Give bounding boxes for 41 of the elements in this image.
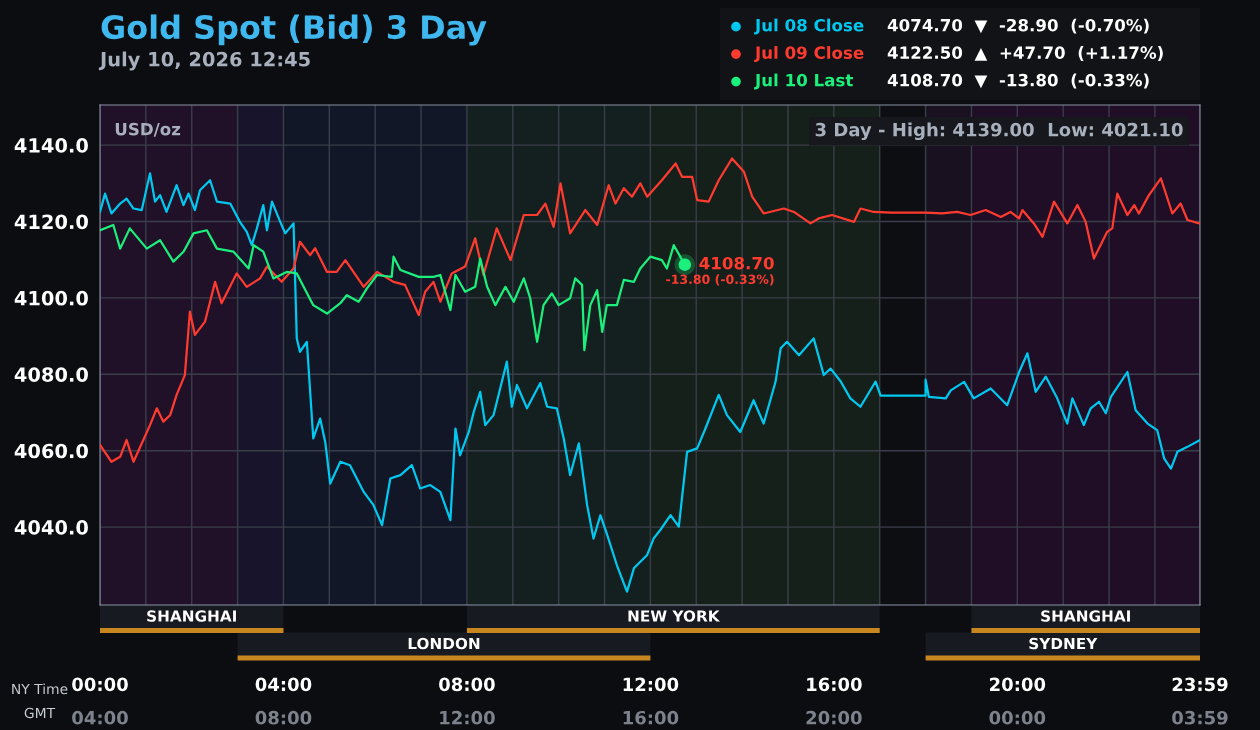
x2-tick-label: 08:00 [255, 710, 312, 725]
x-tick-label: 04:00 [255, 677, 312, 692]
annotation: -13.80 (-0.33%) [666, 274, 774, 286]
x2-tick-label: 16:00 [623, 710, 679, 725]
y-tick-label: 4140.0 [14, 138, 88, 153]
y-tick-label: 4040.0 [14, 520, 88, 535]
text: 4074.70 ▼ -28.90 (-0.70%) [887, 18, 1149, 34]
text: 4108.70 ▼ -13.80 (-0.33%) [887, 73, 1149, 89]
x2-tick-label: 12:00 [440, 710, 495, 725]
chart-title: Gold Spot (Bid) 3 Day [101, 14, 487, 46]
x2-tick-label: 00:00 [989, 710, 1046, 725]
x-tick-label: 00:00 [72, 677, 128, 692]
x-tick-label: 23:59 [1172, 677, 1228, 692]
x2-tick-label: 03:59 [1172, 710, 1228, 725]
band-label: NEW YORK [628, 610, 721, 622]
band-label: LONDON [408, 637, 480, 650]
line-series [100, 172, 1200, 593]
annotation: 3 Day - High: 4139.00 Low: 4021.10 [815, 122, 1183, 141]
x2-axis-title: GMT [24, 707, 56, 719]
x2-tick-label: 20:00 [806, 710, 862, 725]
line-series [100, 157, 1200, 463]
y-axis-title: USD/oz [115, 122, 181, 137]
x-tick-label: 20:00 [990, 677, 1046, 692]
band-label: SYDNEY [1029, 637, 1098, 650]
y-tick-label: 4100.0 [14, 290, 88, 306]
legend-label: Jul 09 Close [754, 46, 864, 63]
x-axis-title: NY Time [12, 683, 68, 695]
band-label: SHANGHAI [1041, 610, 1130, 622]
annotation: 4108.70 [699, 256, 774, 270]
legend-label: Jul 10 Last [754, 73, 853, 90]
legend-label: Jul 08 Close [754, 18, 864, 35]
text: 4122.50 ▲ +47.70 (+1.17%) [887, 46, 1163, 61]
x-tick-label: 08:00 [439, 677, 495, 692]
y-tick-label: 4060.0 [14, 443, 88, 459]
x2-tick-label: 04:00 [72, 710, 128, 725]
chart-subtitle: July 10, 2026 12:45 [98, 51, 310, 71]
y-tick-label: 4080.0 [14, 367, 88, 382]
x-tick-label: 16:00 [807, 677, 862, 692]
y-tick-label: 4120.0 [14, 214, 88, 230]
x-tick-label: 12:00 [623, 677, 679, 692]
band-label: SHANGHAI [147, 610, 236, 622]
